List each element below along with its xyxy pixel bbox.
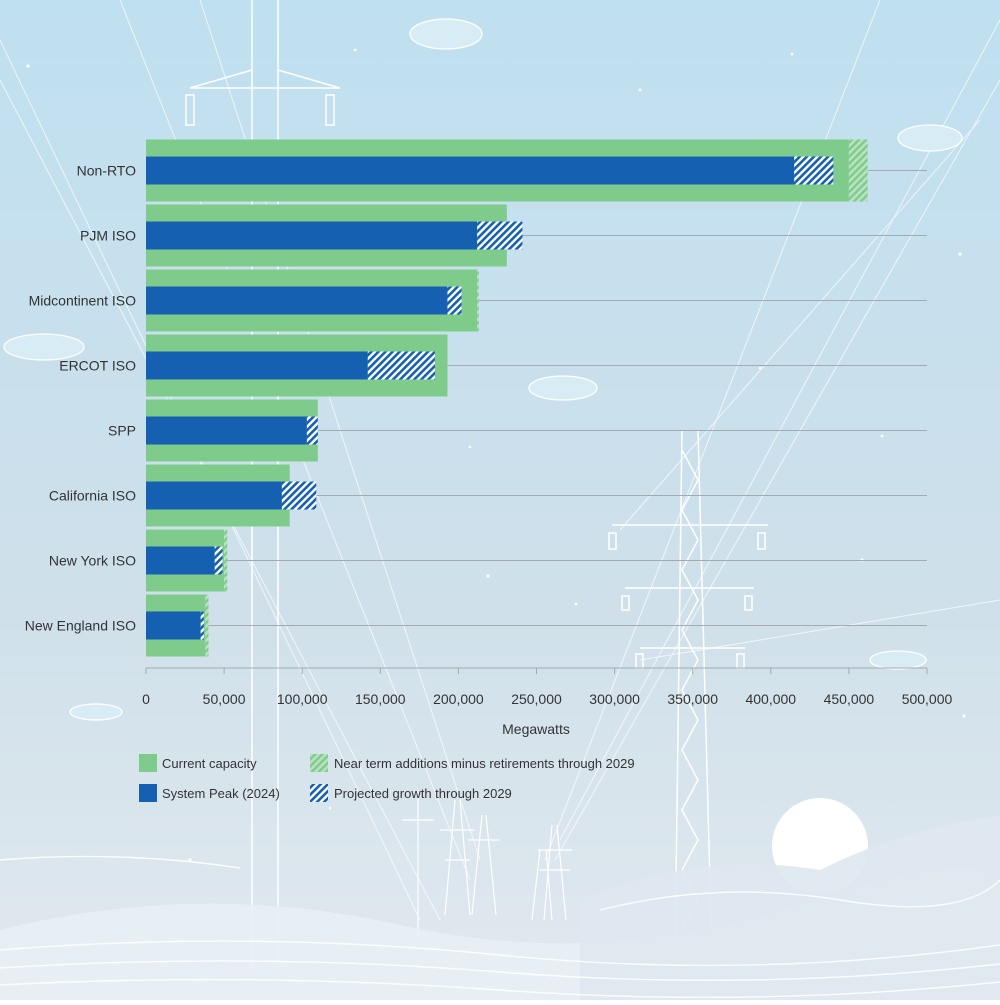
x-tick-label: 400,000	[745, 691, 796, 707]
bar-system-peak-spp	[146, 416, 307, 445]
bar-near-term-additions-new-york-iso	[224, 529, 228, 592]
category-label-pjm-iso: PJM ISO	[80, 228, 136, 244]
x-tick-label: 500,000	[902, 691, 953, 707]
x-tick-label: 150,000	[355, 691, 406, 707]
category-label-new-york-iso: New York ISO	[49, 553, 136, 569]
legend-label-current-capacity: Current capacity	[162, 756, 257, 771]
bar-projected-growth-pjm-iso	[477, 221, 523, 250]
legend-swatch-projected-growth	[310, 784, 328, 802]
x-axis-title: Megawatts	[502, 721, 570, 737]
bar-projected-growth-midcontinent-iso	[447, 286, 462, 315]
bar-system-peak-new-england-iso	[146, 611, 201, 640]
bar-near-term-additions-midcontinent-iso	[477, 269, 479, 332]
legend-label-near-term-additions: Near term additions minus retirements th…	[334, 756, 635, 771]
bar-projected-growth-california-iso	[281, 481, 317, 510]
bar-system-peak-california-iso	[146, 481, 282, 510]
legend-swatch-system-peak	[139, 784, 157, 802]
bar-system-peak-ercot-iso	[146, 351, 368, 380]
category-label-spp: SPP	[108, 423, 136, 439]
x-axis-ticks: 0 50,000 100,000 150,000 200,000 250,000 300,0…	[142, 667, 953, 707]
bar-near-term-additions-new-england-iso	[205, 594, 209, 657]
legend-swatch-near-term-additions	[310, 754, 328, 772]
x-tick-label: 100,000	[277, 691, 328, 707]
legend-swatch-current-capacity	[139, 754, 157, 772]
bar-projected-growth-spp	[306, 416, 318, 445]
x-tick-label: 450,000	[824, 691, 875, 707]
bar-projected-growth-ercot-iso	[367, 351, 435, 380]
bar-system-peak-pjm-iso	[146, 221, 478, 250]
category-label-california-iso: California ISO	[49, 488, 136, 504]
x-tick-label: 0	[142, 691, 150, 707]
bar-projected-growth-non-rto	[794, 156, 834, 185]
category-labels: Non-RTO PJM ISO Midcontinent ISO ERCOT ISO S…	[25, 163, 136, 634]
bar-system-peak-new-york-iso	[146, 546, 215, 575]
bars	[146, 139, 868, 657]
legend-label-projected-growth: Projected growth through 2029	[334, 786, 512, 801]
gridlines	[208, 170, 927, 626]
category-label-midcontinent-iso: Midcontinent ISO	[29, 293, 136, 309]
x-tick-label: 300,000	[589, 691, 640, 707]
x-tick-label: 350,000	[667, 691, 718, 707]
bar-system-peak-non-rto	[146, 156, 795, 185]
bar-projected-growth-new-england-iso	[200, 611, 204, 640]
legend-label-system-peak: System Peak (2024)	[162, 786, 280, 801]
category-label-new-england-iso: New England ISO	[25, 618, 136, 634]
category-label-non-rto: Non-RTO	[77, 163, 137, 179]
bar-system-peak-midcontinent-iso	[146, 286, 448, 315]
legend: Current capacity Near term additions min…	[139, 754, 635, 802]
x-tick-label: 50,000	[203, 691, 246, 707]
bar-projected-growth-new-york-iso	[214, 546, 223, 575]
x-tick-label: 200,000	[433, 691, 484, 707]
x-tick-label: 250,000	[511, 691, 562, 707]
bar-near-term-additions-non-rto	[848, 139, 868, 202]
category-label-ercot-iso: ERCOT ISO	[59, 358, 136, 374]
